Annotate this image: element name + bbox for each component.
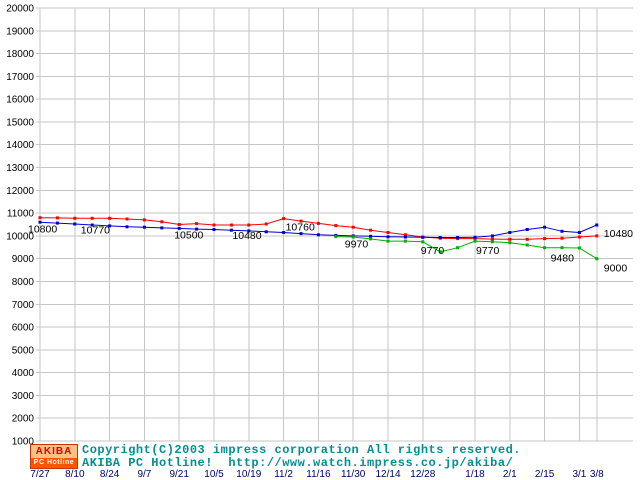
svg-text:16000: 16000 (6, 95, 34, 106)
svg-text:10/5: 10/5 (204, 469, 224, 480)
svg-text:7/27: 7/27 (30, 469, 50, 480)
copyright-text: Copyright(C)2003 impress corporation All… (82, 443, 521, 457)
svg-text:12000: 12000 (6, 186, 34, 197)
svg-text:13000: 13000 (6, 163, 34, 174)
svg-text:9/7: 9/7 (137, 469, 151, 480)
svg-text:11/16: 11/16 (306, 469, 331, 480)
svg-text:10760: 10760 (286, 222, 315, 234)
svg-text:20000: 20000 (6, 4, 34, 15)
svg-text:10500: 10500 (174, 230, 203, 242)
svg-text:8/10: 8/10 (65, 469, 85, 480)
svg-text:9770: 9770 (421, 245, 445, 257)
svg-text:18000: 18000 (6, 49, 34, 60)
svg-text:3/1: 3/1 (572, 469, 586, 480)
svg-text:9000: 9000 (604, 263, 628, 275)
svg-text:2/15: 2/15 (535, 469, 555, 480)
akiba-pc-hotline-logo: AKIBA PC Hotline (30, 444, 78, 469)
svg-text:11/2: 11/2 (274, 469, 293, 480)
svg-text:14000: 14000 (6, 140, 34, 151)
svg-text:3/8: 3/8 (590, 469, 604, 480)
svg-text:9/21: 9/21 (169, 469, 189, 480)
svg-text:11/30: 11/30 (341, 469, 366, 480)
svg-text:9770: 9770 (476, 245, 500, 257)
svg-text:4000: 4000 (12, 368, 35, 379)
svg-text:3000: 3000 (12, 391, 35, 402)
svg-text:17000: 17000 (6, 72, 34, 83)
akiba-logo-subtitle: PC Hotline (31, 458, 77, 468)
svg-text:8000: 8000 (12, 277, 35, 288)
svg-text:5000: 5000 (12, 345, 35, 356)
svg-text:2000: 2000 (12, 414, 35, 425)
svg-text:10480: 10480 (232, 230, 261, 242)
svg-text:6000: 6000 (12, 323, 35, 334)
svg-text:11000: 11000 (7, 209, 35, 220)
svg-text:1000: 1000 (12, 437, 35, 448)
svg-text:15000: 15000 (6, 117, 34, 128)
svg-text:12/14: 12/14 (375, 469, 400, 480)
svg-text:10480: 10480 (604, 228, 633, 240)
svg-text:1/18: 1/18 (465, 469, 485, 480)
svg-text:19000: 19000 (6, 26, 34, 37)
svg-text:10770: 10770 (81, 224, 110, 236)
svg-text:10/19: 10/19 (236, 469, 261, 480)
akiba-logo-title: AKIBA (31, 445, 77, 458)
svg-text:9970: 9970 (345, 239, 369, 251)
svg-text:10800: 10800 (28, 224, 57, 236)
svg-text:12/28: 12/28 (410, 469, 435, 480)
site-url-text: AKIBA PC Hotline! http://www.watch.impre… (82, 456, 514, 470)
svg-text:10000: 10000 (6, 231, 34, 242)
svg-text:2/1: 2/1 (503, 469, 517, 480)
svg-text:8/24: 8/24 (100, 469, 120, 480)
svg-text:9000: 9000 (12, 254, 35, 265)
svg-text:9480: 9480 (551, 253, 575, 265)
svg-text:7000: 7000 (12, 300, 35, 311)
